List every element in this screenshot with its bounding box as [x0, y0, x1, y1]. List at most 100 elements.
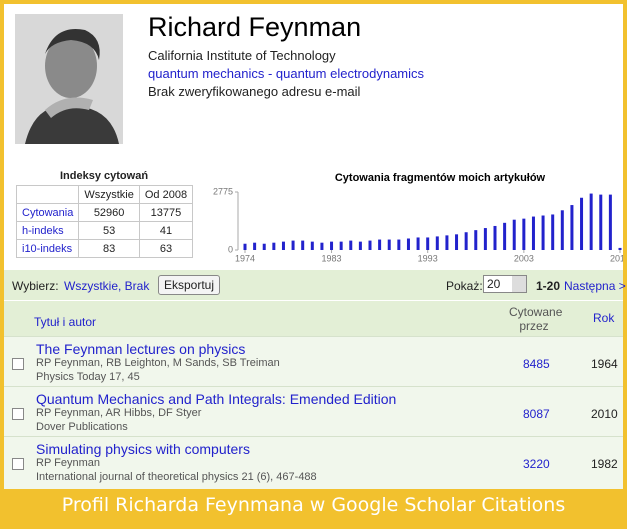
bar: [349, 241, 352, 250]
bar: [590, 194, 593, 250]
export-button[interactable]: Eksportuj: [158, 275, 220, 295]
profile-page: Richard Feynman California Institute of …: [4, 4, 623, 485]
article-authors: RP Feynman, AR Hibbs, DF Styer: [36, 407, 201, 419]
index-name[interactable]: Cytowania: [17, 204, 79, 222]
y-tick-label: 2775: [213, 186, 233, 196]
checkbox[interactable]: [12, 458, 24, 470]
bar: [359, 242, 362, 250]
interests[interactable]: quantum mechanics - quantum electrodynam…: [148, 66, 424, 81]
bar: [378, 240, 381, 250]
bar: [244, 244, 247, 250]
bar: [426, 237, 429, 250]
show-label: Pokaż:: [446, 279, 483, 293]
toolbar: Wybierz: Wszystkie, Brak Eksportuj Pokaż…: [4, 270, 623, 300]
bar: [330, 242, 333, 250]
article-venue: Dover Publications: [36, 421, 128, 433]
bar: [522, 219, 525, 250]
bar: [580, 198, 583, 250]
bar: [292, 241, 295, 250]
caption: Profil Richarda Feynmana w Google Schola…: [0, 485, 627, 529]
index-value: 41: [139, 222, 192, 240]
bar: [253, 243, 256, 250]
bar: [301, 241, 304, 250]
affiliation: California Institute of Technology: [148, 48, 336, 63]
bar: [551, 214, 554, 250]
article-authors: RP Feynman, RB Leighton, M Sands, SB Tre…: [36, 357, 280, 369]
corner-cell: [17, 186, 79, 204]
bar: [609, 195, 612, 250]
bar: [445, 235, 448, 250]
bar: [388, 240, 391, 250]
checkbox[interactable]: [12, 408, 24, 420]
indices-title: Indeksy cytowań: [60, 170, 148, 182]
column-head: Od 2008: [139, 186, 192, 204]
bar: [436, 236, 439, 250]
article-authors: RP Feynman: [36, 457, 100, 469]
cited-count[interactable]: 3220: [523, 457, 550, 471]
bar: [474, 230, 477, 250]
select-label: Wybierz:: [12, 279, 59, 293]
cited-count[interactable]: 8485: [523, 357, 550, 371]
bar: [340, 242, 343, 250]
col-year[interactable]: Rok: [593, 311, 614, 325]
bar: [320, 243, 323, 250]
article-title[interactable]: The Feynman lectures on physics: [36, 341, 245, 357]
col-cited: Cytowane przez: [509, 305, 559, 333]
index-value: 83: [79, 240, 140, 258]
bar: [311, 242, 314, 250]
bar: [282, 242, 285, 250]
article-title[interactable]: Simulating physics with computers: [36, 441, 250, 457]
article-year: 1982: [591, 457, 618, 471]
col-title[interactable]: Tytuł i autor: [34, 315, 96, 329]
bar: [599, 195, 602, 250]
article-venue: Physics Today 17, 45: [36, 371, 140, 383]
column-header: Tytuł i autor Cytowane przez Rok: [4, 300, 623, 336]
bar: [513, 220, 516, 250]
profile-name: Richard Feynman: [148, 12, 361, 43]
bar: [532, 217, 535, 250]
bar: [455, 234, 458, 250]
index-value: 13775: [139, 204, 192, 222]
bar: [619, 248, 622, 250]
bar: [272, 243, 275, 250]
article-title[interactable]: Quantum Mechanics and Path Integrals: Em…: [36, 391, 396, 407]
article-year: 2010: [591, 407, 618, 421]
index-name[interactable]: i10-indeks: [17, 240, 79, 258]
bar: [397, 240, 400, 250]
x-tick-label: 1983: [322, 253, 342, 263]
bar: [263, 244, 266, 250]
chart-title: Cytowania fragmentów moich artykułów: [335, 172, 546, 184]
index-value: 53: [79, 222, 140, 240]
next-link[interactable]: Następna >: [564, 279, 626, 293]
checkbox[interactable]: [12, 358, 24, 370]
select-options[interactable]: Wszystkie, Brak: [64, 279, 149, 293]
page-size: 20: [487, 277, 500, 291]
x-tick-label: 2003: [514, 253, 534, 263]
article-row: Quantum Mechanics and Path Integrals: Em…: [4, 386, 623, 437]
y-tick-label: 0: [228, 244, 233, 254]
x-tick-label: 1993: [418, 253, 438, 263]
index-value: 63: [139, 240, 192, 258]
column-head: Wszystkie: [79, 186, 140, 204]
bar: [417, 237, 420, 250]
range: 1-20: [536, 279, 560, 293]
bar: [484, 228, 487, 250]
bar: [561, 210, 564, 250]
cited-count[interactable]: 8087: [523, 407, 550, 421]
email-note: Brak zweryfikowanego adresu e-mail: [148, 84, 360, 99]
page-size-select[interactable]: 20: [483, 275, 527, 293]
bar: [407, 239, 410, 250]
index-name[interactable]: h-indeks: [17, 222, 79, 240]
profile-photo: [15, 14, 123, 144]
bar: [494, 226, 497, 250]
x-tick-label: 1974: [235, 253, 255, 263]
dropdown-arrow: [512, 276, 526, 292]
bar: [542, 216, 545, 250]
